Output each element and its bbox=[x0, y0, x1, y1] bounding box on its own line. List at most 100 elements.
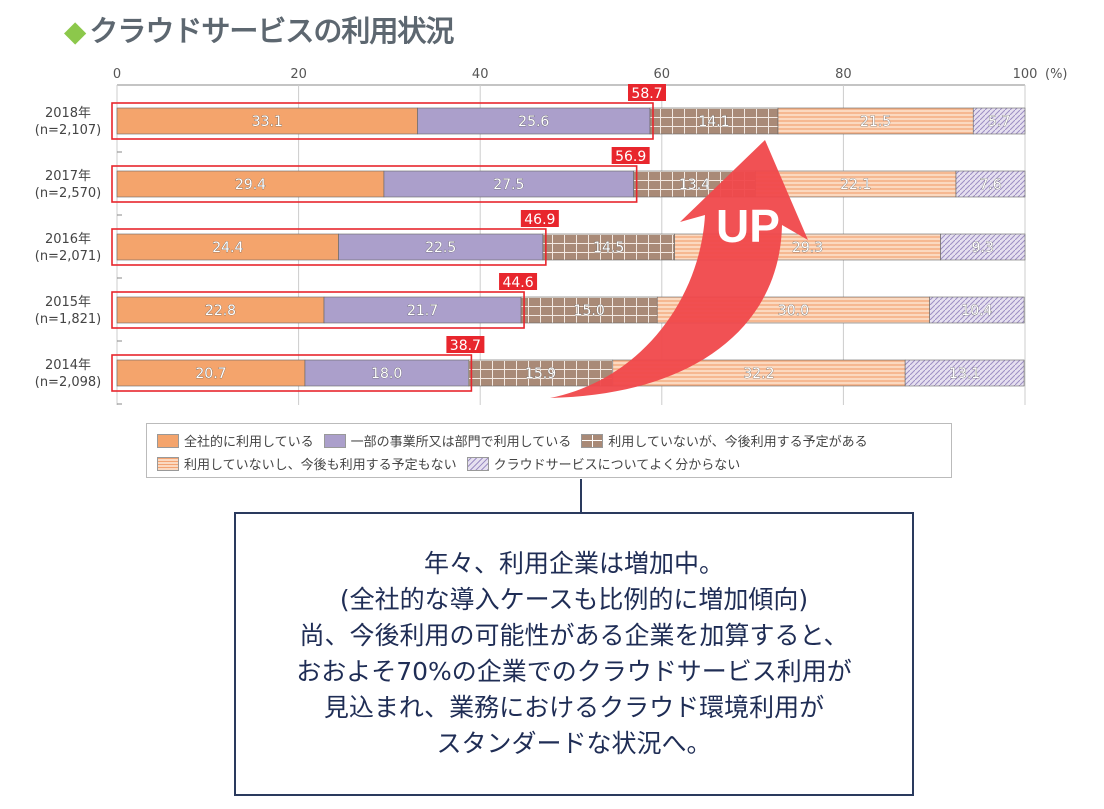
x-tick-label: 40 bbox=[472, 67, 489, 82]
data-label: 9.3 bbox=[972, 240, 994, 256]
legend-item: 全社的に利用している bbox=[157, 431, 314, 450]
total-label: 58.7 bbox=[631, 86, 662, 102]
data-label: 22.1 bbox=[840, 177, 871, 193]
legend-swatch-icon bbox=[581, 433, 604, 448]
legend-swatch-icon bbox=[466, 456, 489, 471]
data-label: 21.7 bbox=[407, 303, 438, 319]
legend-swatch-icon bbox=[323, 433, 346, 448]
data-label: 25.6 bbox=[518, 114, 549, 130]
total-label: 38.7 bbox=[450, 338, 481, 354]
legend-item: 利用していないし、今後も利用する予定もない bbox=[157, 454, 457, 473]
total-badge bbox=[627, 84, 666, 101]
data-label: 5.7 bbox=[988, 114, 1010, 130]
total-label: 44.6 bbox=[502, 275, 533, 291]
up-label: UP bbox=[716, 200, 780, 252]
legend-swatch-icon bbox=[157, 433, 179, 448]
bar-segment bbox=[777, 107, 974, 135]
connector-line bbox=[580, 479, 582, 513]
bar-segment bbox=[649, 107, 779, 135]
data-label: 22.8 bbox=[205, 303, 236, 319]
total-badge bbox=[499, 273, 538, 290]
data-label: 22.5 bbox=[425, 240, 456, 256]
category-label: 2015年 bbox=[45, 295, 91, 310]
data-label: 24.4 bbox=[212, 240, 243, 256]
legend-item: 一部の事業所又は部門で利用している bbox=[323, 431, 572, 450]
note-line: (全社的な導入ケースも比例的に増加傾向) bbox=[339, 585, 809, 614]
highlight-box bbox=[111, 102, 654, 140]
legend-swatch-icon bbox=[157, 456, 179, 471]
x-tick-label: 60 bbox=[654, 67, 671, 82]
data-label: 14.5 bbox=[593, 240, 624, 256]
bar-segment bbox=[940, 233, 1026, 261]
x-tick-label: 100 bbox=[1013, 67, 1038, 82]
chart-legend: 全社的に利用している 一部の事業所又は部門で利用している 利用していないが、今後利用… bbox=[146, 423, 952, 478]
x-unit-label: (%) bbox=[1045, 67, 1068, 82]
total-badge bbox=[611, 147, 650, 164]
category-label: (n=2,071) bbox=[35, 249, 102, 264]
note-line: 見込まれ、業務におけるクラウド環境利用が bbox=[323, 693, 825, 722]
highlight-box bbox=[111, 165, 638, 203]
bar-segment bbox=[755, 170, 957, 198]
note-line: スタンダードな状況へ。 bbox=[436, 729, 712, 758]
bar-segment bbox=[955, 170, 1026, 198]
note-line: 年々、利用企業は増加中。 bbox=[423, 549, 724, 578]
data-label: 10.4 bbox=[961, 303, 992, 319]
data-label: 13.4 bbox=[679, 177, 710, 193]
total-label: 56.9 bbox=[615, 149, 646, 165]
data-label: 20.7 bbox=[195, 366, 226, 382]
highlight-box bbox=[111, 228, 547, 266]
bar-segment bbox=[972, 107, 1026, 135]
data-label: 29.3 bbox=[792, 240, 823, 256]
data-label: 15.9 bbox=[525, 366, 556, 382]
bar-segment bbox=[417, 107, 651, 135]
diamond-bullet-icon: ◆ bbox=[64, 14, 86, 48]
note-line: 尚、今後利用の可能性がある企業を加算すると、 bbox=[299, 621, 849, 650]
bar-segment bbox=[383, 170, 634, 198]
data-label: 13.1 bbox=[949, 366, 980, 382]
bar-segment bbox=[304, 359, 469, 387]
title-text: クラウドサービスの利用状況 bbox=[89, 14, 454, 48]
legend-label: クラウドサービスについてよく分からない bbox=[493, 458, 741, 473]
up-arrow-annotation: UP bbox=[550, 140, 808, 398]
data-label: 18.0 bbox=[371, 366, 402, 382]
data-label: 33.1 bbox=[252, 114, 283, 130]
total-badge bbox=[446, 336, 485, 353]
legend-label: 利用していないが、今後利用する予定がある bbox=[608, 435, 868, 450]
data-label: 15.0 bbox=[574, 303, 605, 319]
data-label: 29.4 bbox=[235, 177, 266, 193]
data-label: 30.0 bbox=[778, 303, 809, 319]
data-label: 7.6 bbox=[979, 177, 1001, 193]
x-tick-label: 0 bbox=[113, 67, 121, 82]
data-label: 32.2 bbox=[743, 366, 774, 382]
bar-segment bbox=[520, 296, 658, 324]
stacked-bar-chart: 0 20 40 60 80 100 (%) 2018年 (n=2,107) 2017年 (n=2,5… bbox=[35, 67, 1068, 405]
category-label: (n=2,570) bbox=[35, 186, 102, 201]
legend-label: 全社的に利用している bbox=[184, 435, 314, 450]
note-line: おおよそ70%の企業でのクラウドサービス利用が bbox=[296, 657, 852, 686]
summary-note-box: 年々、利用企業は増加中。 (全社的な導入ケースも比例的に増加傾向) 尚、今後利用… bbox=[234, 512, 914, 796]
bar-segment bbox=[116, 233, 339, 261]
x-tick-label: 20 bbox=[290, 67, 307, 82]
category-label: (n=1,821) bbox=[35, 312, 102, 327]
bar-segment bbox=[116, 107, 418, 135]
category-label: 2018年 bbox=[45, 106, 91, 121]
category-label: (n=2,098) bbox=[35, 375, 102, 390]
bar-segment bbox=[929, 296, 1025, 324]
bar-segment bbox=[542, 233, 675, 261]
x-tick-label: 80 bbox=[835, 67, 852, 82]
bar-segment bbox=[116, 359, 306, 387]
bar-segment bbox=[323, 296, 522, 324]
legend-item: 利用していないが、今後利用する予定がある bbox=[581, 431, 868, 450]
data-label: 21.5 bbox=[860, 114, 891, 130]
bar-segment bbox=[338, 233, 544, 261]
legend-item: クラウドサービスについてよく分からない bbox=[466, 454, 741, 473]
category-label: 2014年 bbox=[45, 358, 91, 373]
up-arrow-icon bbox=[550, 140, 808, 398]
data-label: 27.5 bbox=[493, 177, 524, 193]
category-label: 2016年 bbox=[45, 232, 91, 247]
highlight-box bbox=[111, 291, 525, 329]
highlight-box bbox=[111, 354, 473, 392]
legend-label: 一部の事業所又は部門で利用している bbox=[350, 435, 572, 450]
page-title: ◆ クラウドサービスの利用状況 bbox=[64, 8, 454, 50]
bar-segment bbox=[468, 359, 614, 387]
